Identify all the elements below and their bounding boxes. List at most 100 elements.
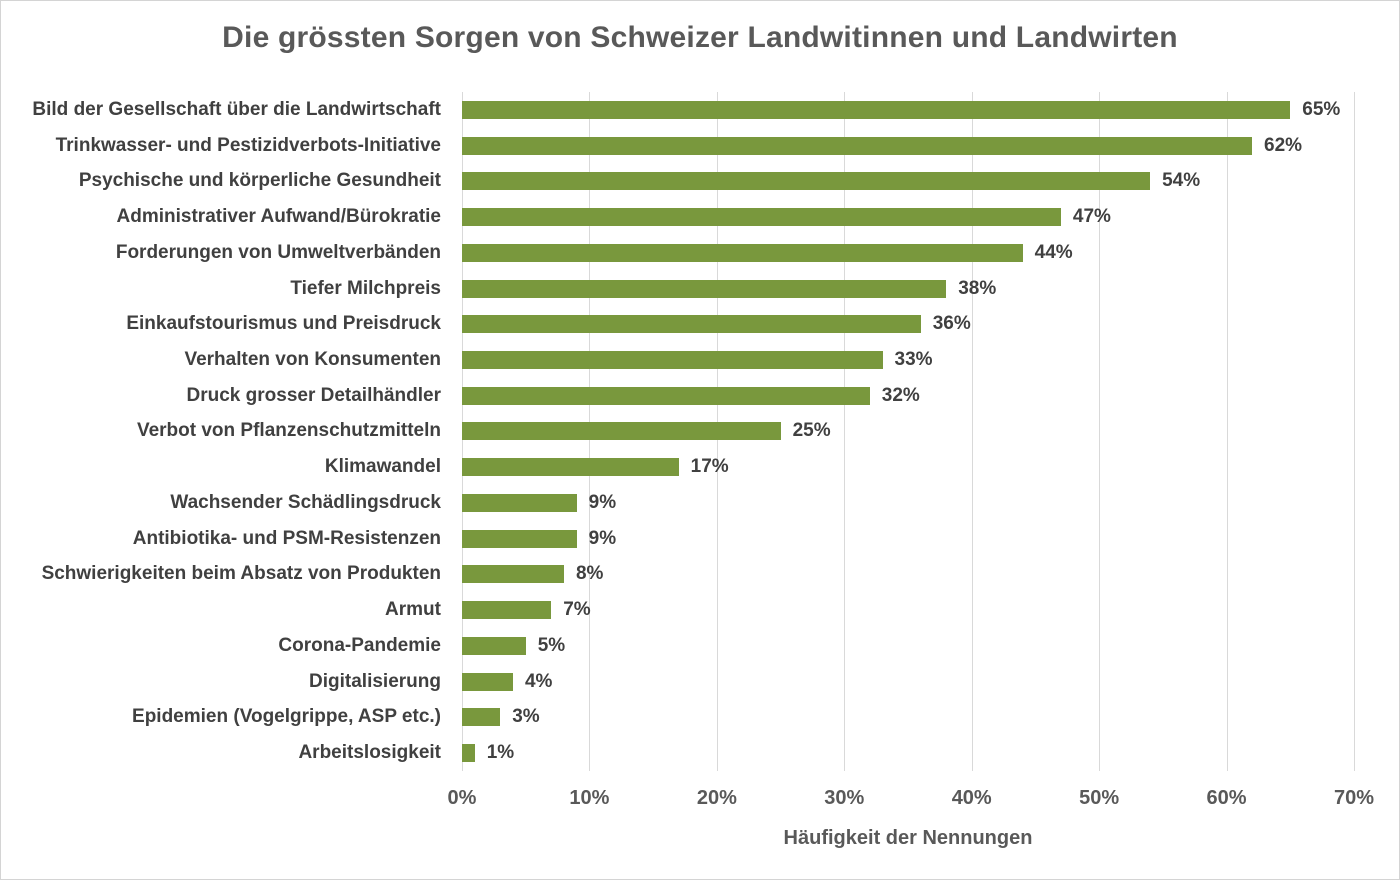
bar: [462, 386, 870, 405]
bar: [462, 351, 883, 369]
category-label: Tiefer Milchpreis: [290, 277, 441, 299]
x-tick-label: 70%: [1333, 787, 1375, 809]
bar-track: 25%: [462, 414, 1354, 450]
bar-row: Forderungen von Umweltverbänden 44%: [1, 235, 1354, 271]
value-label: 44%: [1034, 241, 1073, 263]
bar: [462, 172, 1151, 191]
bar-row: Administrativer Aufwand/Bürokratie 47%: [1, 199, 1354, 235]
value-label: 54%: [1162, 170, 1201, 192]
bar-track: 38%: [462, 271, 1354, 307]
category-label: Verbot von Pflanzenschutzmitteln: [136, 420, 441, 442]
value-label: 4%: [524, 670, 553, 692]
x-tick-label: 40%: [951, 787, 992, 809]
value-label: 1%: [486, 742, 515, 764]
x-tick-label: 60%: [1206, 787, 1247, 809]
value-label: 62%: [1264, 134, 1303, 156]
x-tick-label: 0%: [447, 787, 477, 809]
bar-track: 65%: [462, 92, 1354, 128]
value-label: 17%: [690, 456, 729, 478]
category-label: Schwierigkeiten beim Absatz von Produkte…: [41, 563, 441, 585]
value-label: 47%: [1072, 206, 1111, 228]
bar-track: 4%: [462, 664, 1354, 700]
bar: [462, 100, 1291, 119]
category-label: Bild der Gesellschaft über die Landwirts…: [32, 98, 441, 120]
bar-track: 9%: [462, 521, 1354, 557]
category-label: Klimawandel: [324, 456, 441, 478]
x-tick-label: 50%: [1079, 787, 1120, 809]
bar-row: Einkaufstourismus und Preisdruck 36%: [1, 306, 1354, 342]
bar: [462, 744, 475, 763]
bar: [462, 208, 1061, 227]
bar-row: Klimawandel 17%: [1, 449, 1354, 485]
bar-row: Arbeitslosigkeit 1%: [1, 735, 1354, 771]
x-axis-ticks: 0% 10% 20% 30% 40% 50% 60% 70%: [448, 787, 1374, 813]
bar-track: 32%: [462, 378, 1354, 414]
category-label: Wachsender Schädlingsdruck: [170, 491, 441, 513]
bar: [462, 708, 501, 727]
value-label: 36%: [932, 313, 971, 335]
category-label: Arbeitslosigkeit: [298, 742, 441, 764]
bar-row: Trinkwasser- und Pestizidverbots-Initiat…: [1, 128, 1354, 164]
bar-rows-container: Bild der Gesellschaft über die Landwirts…: [1, 92, 1354, 771]
value-label: 9%: [588, 491, 617, 513]
value-label: 9%: [588, 527, 617, 549]
value-label: 38%: [958, 277, 997, 299]
bar: [462, 672, 513, 691]
bar-row: Druck grosser Detailhändler 32%: [1, 378, 1354, 414]
bar-row: Verhalten von Konsumenten 33%: [1, 342, 1354, 378]
bar-row: Epidemien (Vogelgrippe, ASP etc.) 3%: [1, 699, 1354, 735]
bar: [462, 601, 552, 620]
x-tick-label: 30%: [824, 787, 865, 809]
x-tick-label: 20%: [696, 787, 737, 809]
bar-track: 47%: [462, 199, 1354, 235]
value-label: 32%: [881, 384, 920, 406]
bar: [462, 315, 921, 334]
value-label: 8%: [575, 563, 604, 585]
bar: [462, 529, 577, 548]
value-label: 65%: [1302, 98, 1341, 120]
bar-track: 36%: [462, 306, 1354, 342]
bar-row: Digitalisierung 4%: [1, 664, 1354, 700]
bar: [462, 243, 1023, 262]
bar: [462, 636, 526, 655]
gridline: [844, 92, 846, 771]
bar: [462, 458, 679, 477]
value-label: 25%: [792, 420, 831, 442]
gridline: [1226, 92, 1228, 771]
bar: [462, 565, 564, 584]
category-label: Armut: [385, 599, 441, 621]
category-label: Psychische und körperliche Gesundheit: [78, 170, 441, 192]
value-label: 3%: [512, 706, 540, 728]
bar-track: 33%: [462, 342, 1354, 378]
category-label: Druck grosser Detailhändler: [186, 384, 441, 406]
bar-row: Antibiotika- und PSM-Resistenzen 9%: [1, 521, 1354, 557]
bar-track: 62%: [462, 128, 1354, 164]
x-axis-title: Häufigkeit der Nennungen: [783, 827, 1033, 849]
bar-track: 3%: [462, 699, 1354, 735]
bar: [462, 136, 1253, 155]
bar: [462, 279, 947, 298]
bar-track: 5%: [462, 628, 1354, 664]
category-label: Epidemien (Vogelgrippe, ASP etc.): [132, 706, 441, 728]
category-label: Administrativer Aufwand/Bürokratie: [116, 206, 441, 228]
bar-track: 9%: [462, 485, 1354, 521]
chart-title: Die grössten Sorgen von Schweizer Landwi…: [222, 21, 1178, 54]
bar-track: 54%: [462, 163, 1354, 199]
bar-row: Psychische und körperliche Gesundheit 54%: [1, 163, 1354, 199]
gridline: [1354, 92, 1355, 771]
gridline: [1099, 92, 1101, 771]
bar-row: Armut 7%: [1, 592, 1354, 628]
value-label: 7%: [563, 599, 591, 621]
bar-track: 8%: [462, 557, 1354, 593]
category-label: Verhalten von Konsumenten: [184, 349, 441, 370]
bar-row: Tiefer Milchpreis 38%: [1, 271, 1354, 307]
category-label: Einkaufstourismus und Preisdruck: [126, 313, 441, 335]
bar: [462, 422, 781, 441]
value-label: 33%: [894, 349, 933, 370]
bar-track: 7%: [462, 592, 1354, 628]
plot-area: Bild der Gesellschaft über die Landwirts…: [1, 92, 1355, 771]
bar-row: Verbot von Pflanzenschutzmitteln 25%: [1, 414, 1354, 450]
category-label: Corona-Pandemie: [278, 634, 441, 656]
category-label: Trinkwasser- und Pestizidverbots-Initiat…: [55, 134, 441, 156]
